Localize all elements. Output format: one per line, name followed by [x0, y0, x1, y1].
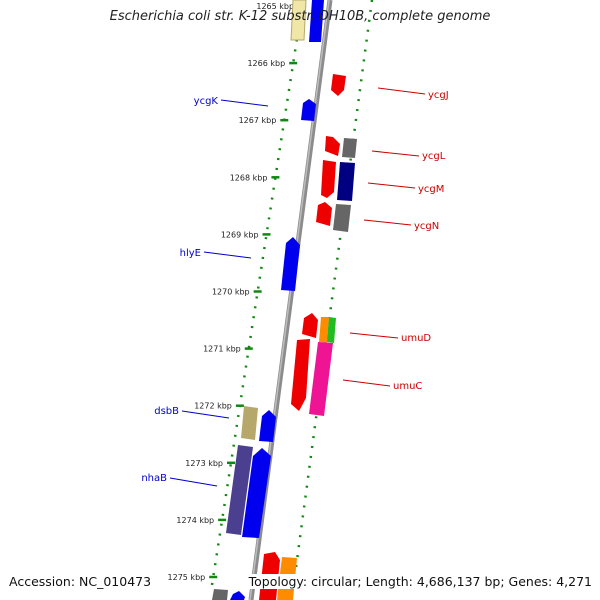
- gene-feature-umuC[interactable]: [291, 339, 310, 411]
- tick-label: 1271 kbp: [203, 345, 241, 354]
- tick-label: 1275 kbp: [168, 573, 206, 582]
- tick-label: 1268 kbp: [230, 173, 268, 182]
- gene-feature-hlyE[interactable]: [281, 237, 300, 291]
- gene-label-hlyE[interactable]: hlyE: [180, 248, 201, 259]
- gene-feature-top-blue[interactable]: [309, 0, 324, 42]
- tick-label: 1267 kbp: [239, 116, 277, 125]
- gene-label-nhaB[interactable]: nhaB: [141, 473, 167, 484]
- gene-feature-bottom-blue[interactable]: [230, 591, 245, 600]
- tick-label: 1265 kbp: [256, 2, 294, 11]
- topology-summary: Topology: circular; Length: 4,686,137 bp…: [248, 574, 592, 589]
- gene-label-ycgM[interactable]: ycgM: [418, 184, 444, 195]
- gene-feature-gray-2[interactable]: [333, 204, 351, 232]
- tick-label: 1269 kbp: [221, 230, 259, 239]
- gene-label-ycgK[interactable]: ycgK: [194, 96, 219, 107]
- tick-label: 1272 kbp: [194, 402, 232, 411]
- gene-labels: ycgK hlyE dsbB nhaB ycgJ ycgL ycgM ycgN …: [141, 90, 448, 484]
- gene-feature-blue-nha[interactable]: [242, 448, 271, 538]
- gene-label-ycgN[interactable]: ycgN: [414, 221, 439, 232]
- gene-feature-umuD[interactable]: [302, 313, 318, 338]
- gene-feature-pink-1[interactable]: [309, 342, 333, 416]
- tick-label: 1266 kbp: [247, 59, 285, 68]
- gene-label-ycgJ[interactable]: ycgJ: [428, 90, 449, 101]
- gene-feature-blue-dsb[interactable]: [259, 410, 276, 442]
- gene-feature-top-khaki[interactable]: [290, 0, 307, 41]
- gene-label-umuC[interactable]: umuC: [393, 381, 422, 392]
- tick-label: 1273 kbp: [185, 459, 223, 468]
- gene-feature-ycgK[interactable]: [301, 99, 316, 121]
- gene-feature-bottom-gray[interactable]: [212, 589, 228, 600]
- gene-label-umuD[interactable]: umuD: [401, 333, 431, 344]
- gene-feature-ycgL[interactable]: [325, 136, 340, 156]
- gene-feature-nhaB[interactable]: [226, 445, 253, 535]
- callout-lines: [169, 87, 426, 487]
- gene-label-ycgL[interactable]: ycgL: [422, 151, 446, 162]
- gene-feature-ycgM[interactable]: [321, 160, 336, 198]
- gene-feature-ycgJ[interactable]: [331, 74, 346, 96]
- gene-features: [212, 0, 357, 600]
- gene-label-dsbB[interactable]: dsbB: [154, 406, 179, 417]
- gene-feature-navy-1[interactable]: [337, 162, 355, 201]
- gene-feature-dsbB[interactable]: [241, 406, 258, 440]
- tick-label: 1270 kbp: [212, 288, 250, 297]
- gene-feature-ycgN[interactable]: [316, 202, 332, 226]
- tick-label: 1274 kbp: [176, 516, 214, 525]
- gene-feature-gray-1[interactable]: [342, 138, 357, 158]
- genome-title: Escherichia coli str. K-12 substr. DH10B…: [109, 9, 491, 24]
- tick-marks: 1265 kbp 1266 kbp 1267 kbp 1268 kbp 1269 kbp…: [168, 2, 307, 582]
- gene-feature-orange-1[interactable]: [319, 317, 329, 343]
- accession-text: Accession: NC_010473: [9, 574, 152, 589]
- gene-feature-green-1[interactable]: [327, 317, 336, 343]
